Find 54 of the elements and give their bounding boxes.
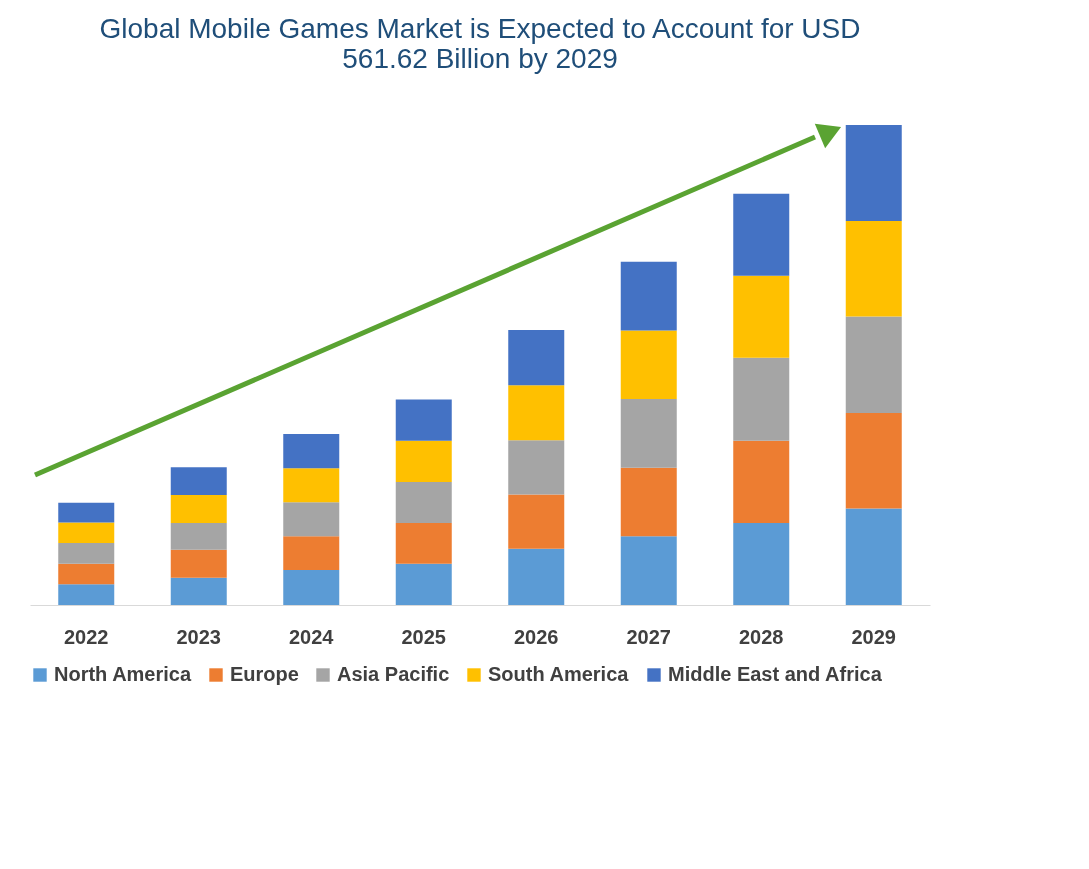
bar bbox=[620, 330, 677, 400]
bar bbox=[620, 261, 677, 331]
x-tick-label: 2026 bbox=[514, 625, 559, 648]
bar bbox=[733, 357, 790, 441]
legend-label: Asia Pacific bbox=[337, 663, 450, 685]
bar bbox=[283, 536, 340, 570]
bar bbox=[170, 549, 227, 578]
bar bbox=[395, 563, 452, 605]
bar bbox=[395, 440, 452, 483]
bar bbox=[733, 440, 790, 523]
bar bbox=[620, 467, 677, 537]
x-tick-label: 2024 bbox=[289, 625, 335, 648]
legend-label: North America bbox=[54, 663, 192, 685]
x-tick-label: 2023 bbox=[176, 625, 221, 648]
x-tick-label: 2022 bbox=[64, 625, 109, 648]
bar bbox=[620, 536, 677, 605]
bar bbox=[395, 522, 452, 564]
bar bbox=[845, 413, 902, 509]
bar bbox=[58, 502, 115, 523]
x-tick-label: 2028 bbox=[739, 625, 784, 648]
bar bbox=[733, 522, 790, 605]
bar bbox=[508, 385, 565, 441]
bar bbox=[395, 482, 452, 523]
bar bbox=[283, 434, 340, 469]
bar bbox=[283, 468, 340, 503]
bar bbox=[58, 563, 115, 585]
bar bbox=[845, 316, 902, 413]
bar bbox=[58, 522, 115, 544]
bar bbox=[620, 399, 677, 468]
chart-title: Global Mobile Games Market is Expected to Account for USD 561.62 Billion by 2029 bbox=[99, 12, 861, 74]
bar bbox=[845, 508, 902, 605]
bar bbox=[508, 548, 565, 605]
bar bbox=[508, 440, 565, 495]
legend-label: Middle East and Africa bbox=[668, 663, 883, 685]
x-tick-label: 2025 bbox=[401, 625, 446, 648]
bar bbox=[170, 522, 227, 550]
bar bbox=[170, 577, 227, 605]
bar bbox=[58, 543, 115, 564]
legend-label: South America bbox=[488, 663, 630, 685]
bar bbox=[733, 275, 790, 358]
x-tick-label: 2029 bbox=[851, 625, 896, 648]
bar bbox=[170, 495, 227, 523]
x-tick-label: 2027 bbox=[626, 625, 671, 648]
bar bbox=[508, 494, 565, 549]
legend-label: Europe bbox=[230, 663, 299, 685]
bar bbox=[58, 584, 115, 605]
bar bbox=[283, 569, 340, 605]
bar bbox=[395, 399, 452, 441]
bar bbox=[845, 221, 902, 317]
bar bbox=[845, 125, 902, 221]
bar bbox=[283, 502, 340, 537]
bar bbox=[170, 467, 227, 496]
bar bbox=[508, 329, 565, 386]
bar bbox=[733, 193, 790, 276]
